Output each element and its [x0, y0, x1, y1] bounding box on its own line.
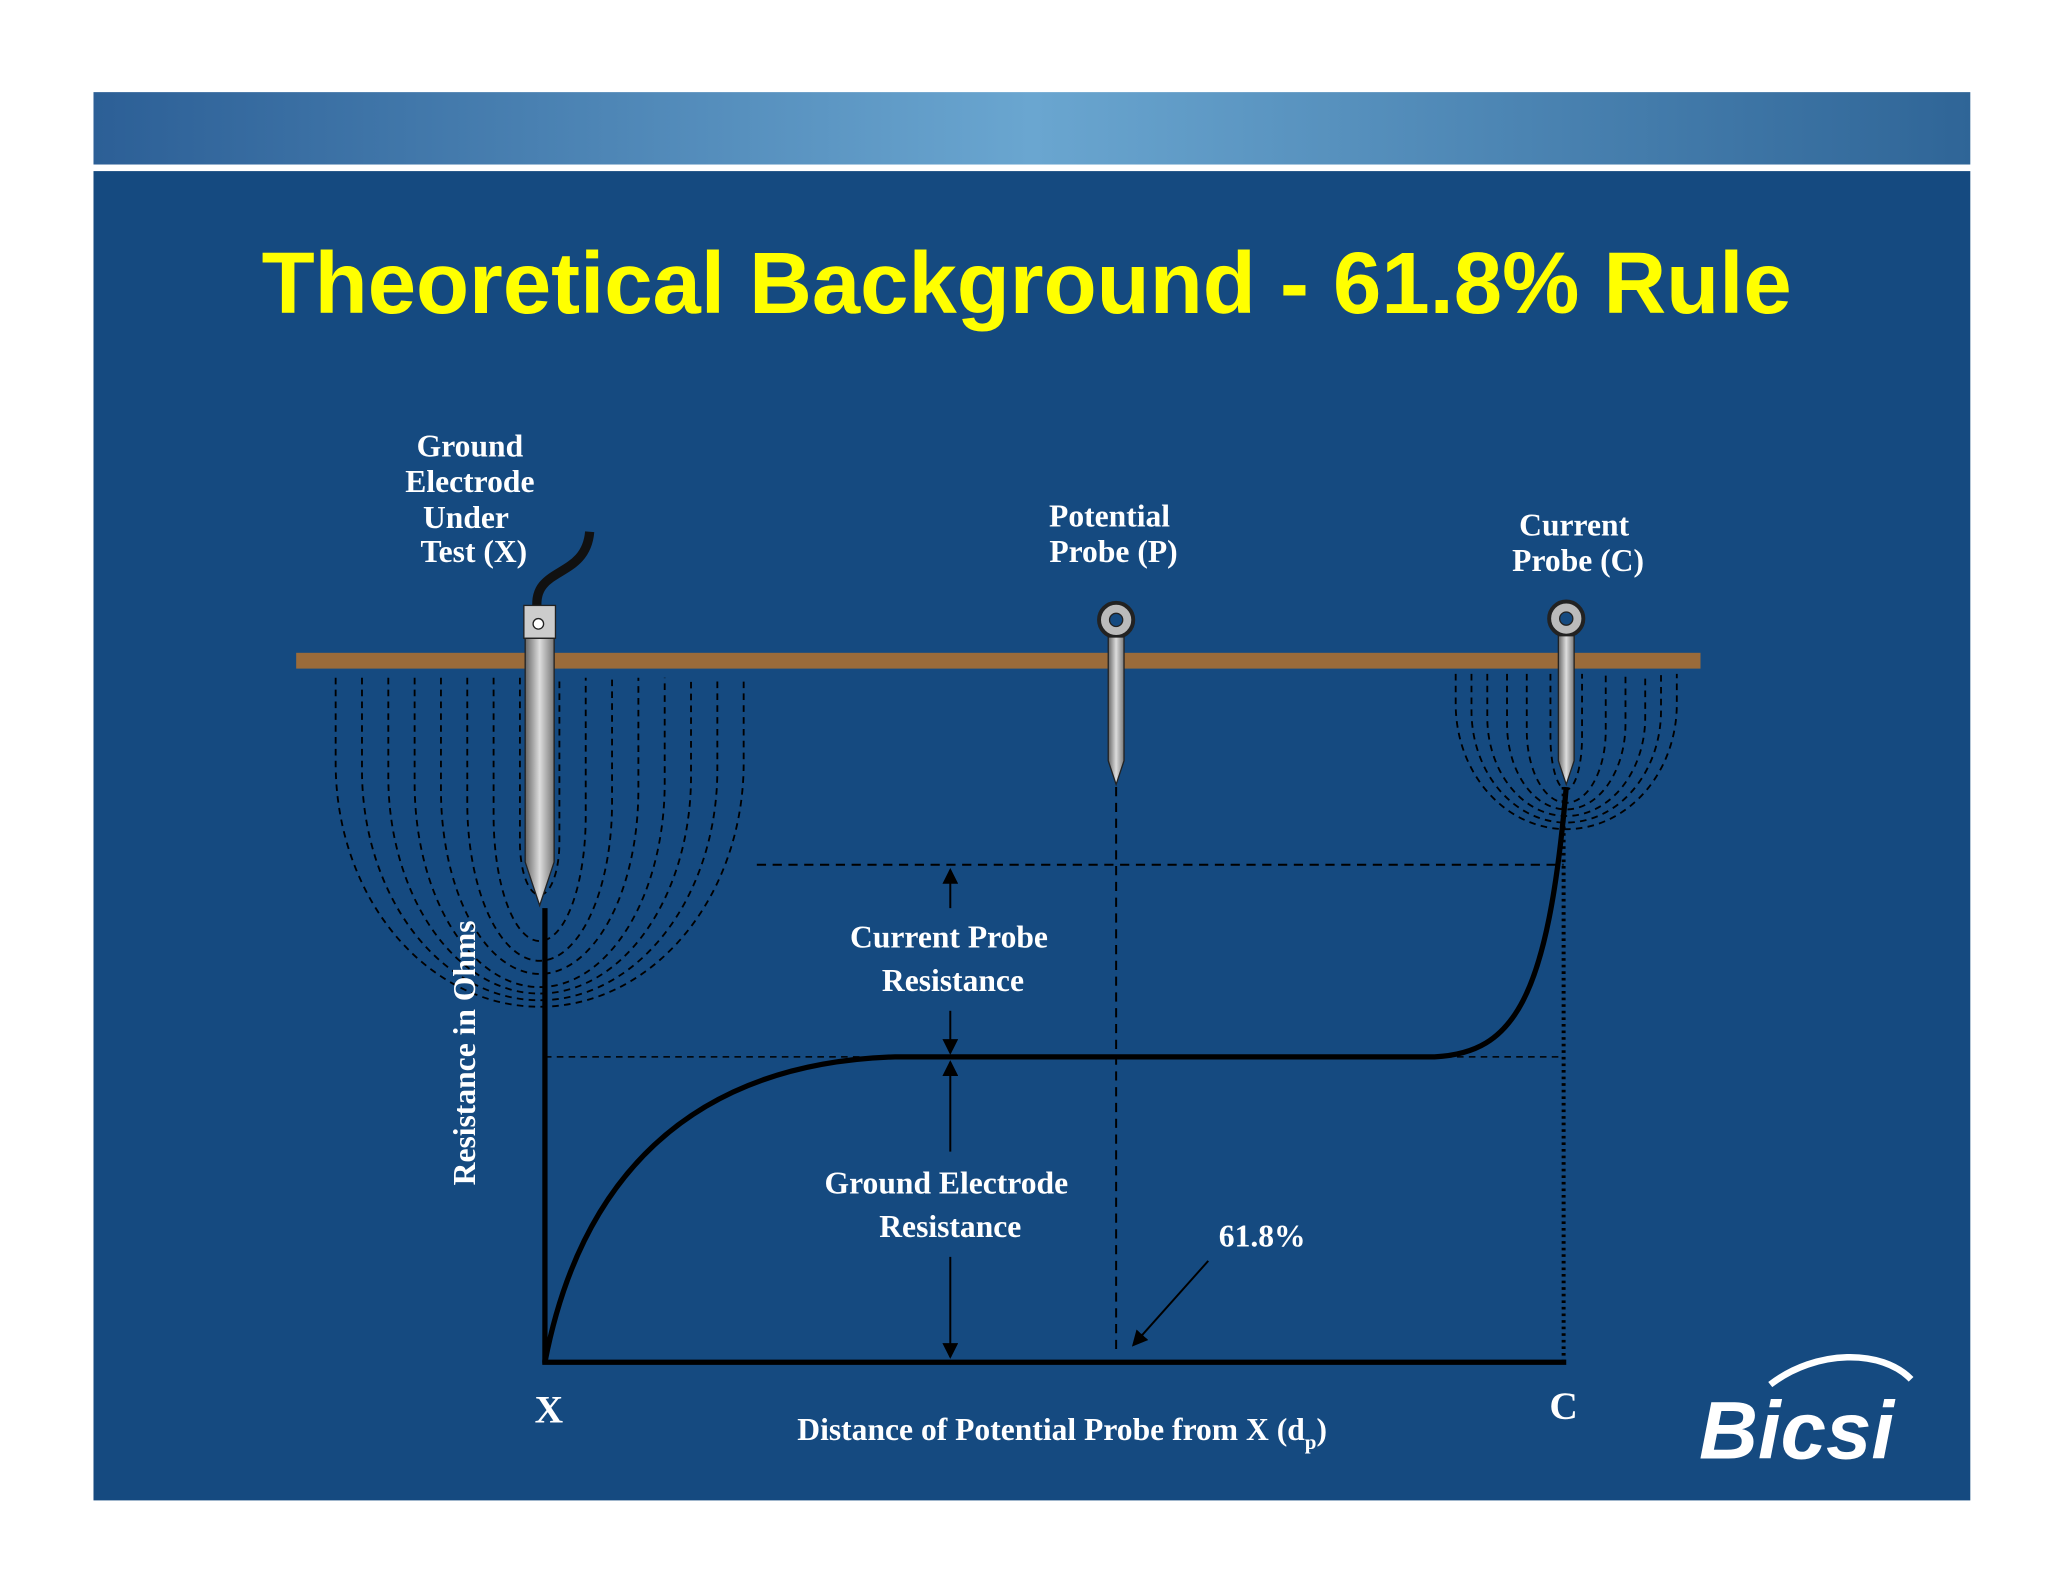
- label-text: Distance of Potential Probe from X (d: [797, 1412, 1305, 1447]
- field-lines-c: [1454, 673, 1678, 831]
- label-line: Potential: [1049, 498, 1170, 533]
- percent-label: 61.8%: [1219, 1218, 1306, 1253]
- axes: [542, 787, 1567, 1365]
- current-probe-label: Current Probe (C): [1512, 508, 1644, 579]
- ground-electrode-resistance: Ground Electrode Resistance: [825, 1166, 1076, 1244]
- label-line: Current: [1519, 508, 1629, 543]
- label-line: Test (X): [420, 534, 527, 569]
- title: Theoretical Background - 61.8% Rule: [262, 235, 1792, 332]
- header-banner: [93, 92, 1971, 165]
- resistance-curve: [542, 786, 1569, 1363]
- dimension-arrows: [942, 867, 1209, 1359]
- ground-surface: [296, 652, 1701, 669]
- potential-probe-label: Potential Probe (P): [1049, 498, 1178, 569]
- label-line: Resistance: [879, 1209, 1021, 1244]
- x-axis-label: Distance of Potential Probe from X (dp): [797, 1412, 1327, 1454]
- x-end-label: C: [1549, 1384, 1578, 1428]
- label-line: Electrode: [405, 464, 534, 499]
- field-lines-x: [334, 677, 745, 1008]
- logo-text: Bicsi: [1699, 1385, 1896, 1476]
- logo: Bicsi: [1699, 1353, 1914, 1476]
- y-axis-label: Resistance in Ohms: [447, 920, 482, 1185]
- current-probe: [1547, 599, 1586, 787]
- label-line: Ground: [417, 429, 524, 464]
- label-line: Probe (C): [1512, 543, 1644, 578]
- label-line: Ground Electrode: [825, 1166, 1069, 1201]
- label-text: ): [1317, 1412, 1328, 1447]
- potential-probe: [1097, 600, 1136, 787]
- electrode-label: Ground Electrode Under Test (X): [405, 429, 542, 569]
- ground-electrode: [523, 531, 595, 908]
- label-line: Under: [423, 500, 509, 535]
- label-line: Current Probe: [850, 920, 1048, 955]
- current-probe-resistance: Current Probe Resistance: [850, 920, 1056, 998]
- label-line: Probe (P): [1049, 534, 1177, 569]
- label-subscript: p: [1305, 1430, 1317, 1454]
- x-origin-label: X: [535, 1388, 564, 1432]
- slide-body: [93, 171, 1971, 1501]
- label-line: Resistance: [882, 963, 1024, 998]
